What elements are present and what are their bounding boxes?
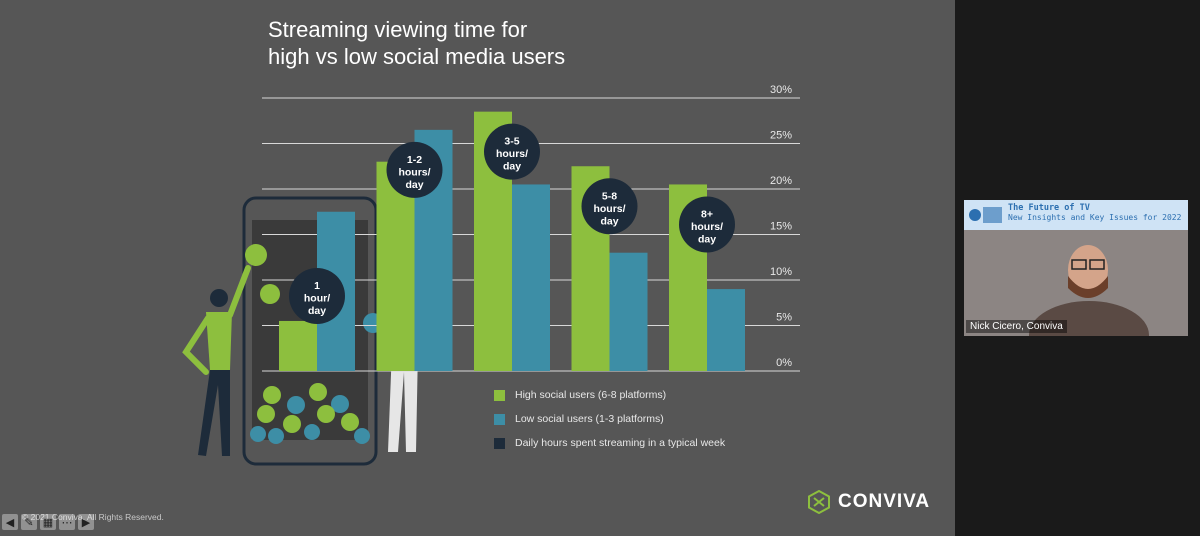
category-label: 1 bbox=[314, 280, 320, 292]
title-line-2: high vs low social media users bbox=[268, 44, 566, 69]
y-tick-label: 30% bbox=[770, 84, 792, 96]
legend-item-daily: Daily hours spent streaming in a typical… bbox=[494, 434, 725, 452]
event-logo-icon bbox=[969, 207, 1002, 223]
legend-item-low: Low social users (1-3 platforms) bbox=[494, 410, 725, 428]
category-badge bbox=[581, 178, 638, 235]
legend-item-high: High social users (6-8 platforms) bbox=[494, 386, 725, 404]
grid-icon[interactable]: ▦ bbox=[40, 514, 56, 530]
heart-bubble-icon bbox=[309, 383, 327, 401]
title-line-1: Streaming viewing time for bbox=[268, 17, 528, 42]
legend-label-low: Low social users (1-3 platforms) bbox=[515, 413, 664, 425]
legend-swatch-daily bbox=[494, 437, 505, 449]
bell-bubble-icon bbox=[304, 424, 320, 440]
man-lower-arm bbox=[182, 315, 211, 375]
conviva-logo: CONVIVA bbox=[808, 490, 930, 514]
bell-bubble-icon bbox=[268, 428, 284, 444]
back-arrow-icon[interactable]: ◀ bbox=[2, 514, 18, 530]
category-badge bbox=[484, 123, 540, 180]
slide-title: Streaming viewing time for high vs low s… bbox=[268, 16, 748, 70]
category-label: day bbox=[308, 305, 326, 317]
hashtag-bubble-icon bbox=[341, 413, 359, 431]
woman-pants bbox=[388, 348, 418, 452]
webcam-banner-subtitle: New Insights and Key Issues for 2022 bbox=[1008, 213, 1182, 222]
category-label: 8+ bbox=[701, 208, 713, 220]
y-tick-label: 20% bbox=[770, 175, 792, 187]
like-bubble-icon bbox=[250, 426, 266, 442]
category-label: day bbox=[405, 179, 423, 191]
legend-label-high: High social users (6-8 platforms) bbox=[515, 389, 667, 401]
legend-swatch-high bbox=[494, 389, 505, 401]
legend-swatch-low bbox=[494, 413, 505, 425]
conviva-logo-icon bbox=[808, 490, 830, 514]
y-tick-label: 5% bbox=[776, 312, 792, 324]
category-label: 3-5 bbox=[504, 136, 519, 148]
copyright-text: © 2021 Conviva. All Rights Reserved. bbox=[22, 512, 164, 522]
y-tick-label: 10% bbox=[770, 266, 792, 278]
man-raised-arm bbox=[227, 265, 251, 318]
speaker-webcam: The Future of TV New Insights and Key Is… bbox=[964, 200, 1188, 336]
webcam-banner: The Future of TV New Insights and Key Is… bbox=[964, 200, 1188, 230]
forward-arrow-icon[interactable]: ▶ bbox=[78, 514, 94, 530]
webcam-banner-title: The Future of TV bbox=[1008, 203, 1090, 213]
category-label: 1-2 bbox=[407, 154, 422, 166]
man-jacket bbox=[206, 312, 232, 370]
y-tick-label: 15% bbox=[770, 221, 792, 233]
speaker-name: Nick Cicero, Conviva bbox=[966, 320, 1067, 333]
heart-bubble-icon bbox=[317, 405, 335, 423]
bar-high-0 bbox=[279, 320, 317, 371]
category-label: hour/ bbox=[304, 292, 330, 304]
chart-category-labels: 1hour/day1-2hours/day3-5hours/day5-8hour… bbox=[289, 123, 735, 324]
category-badge bbox=[386, 141, 443, 198]
conviva-logo-text: CONVIVA bbox=[838, 491, 931, 512]
bar-low-3 bbox=[609, 252, 648, 371]
chart-legend: High social users (6-8 platforms) Low so… bbox=[494, 386, 725, 458]
category-badge bbox=[679, 196, 735, 253]
thumbs-up-bubble-icon bbox=[260, 284, 280, 304]
more-icon[interactable]: ⋯ bbox=[59, 514, 75, 530]
like-bubble-icon bbox=[287, 396, 305, 414]
heart-bubble-icon bbox=[283, 415, 301, 433]
category-label: hours/ bbox=[691, 221, 723, 233]
chart-y-axis: 0% 5% 10% 15% 20% 25% 30% bbox=[770, 84, 792, 369]
heart-bubble-icon bbox=[257, 405, 275, 423]
category-label: hours/ bbox=[398, 166, 430, 178]
man-legs bbox=[198, 370, 230, 456]
bar-low-4 bbox=[707, 289, 745, 371]
category-label: hours/ bbox=[496, 148, 528, 160]
man-head bbox=[210, 289, 228, 307]
y-tick-label: 25% bbox=[770, 130, 792, 142]
pen-icon[interactable]: ✎ bbox=[21, 514, 37, 530]
hashtag-bubble-icon bbox=[263, 386, 281, 404]
category-label: 5-8 bbox=[602, 190, 617, 202]
bar-low-2 bbox=[512, 184, 550, 371]
legend-label-daily: Daily hours spent streaming in a typical… bbox=[515, 437, 726, 449]
bar-chart: 0%5%10%15%20%25%30% 1hour/day1-2hours/da… bbox=[182, 84, 800, 466]
category-label: hours/ bbox=[593, 203, 625, 215]
thumbs-up-bubble-icon bbox=[331, 395, 349, 413]
category-label: day bbox=[503, 161, 521, 173]
like-bubble-icon bbox=[354, 428, 370, 444]
speaker-video bbox=[964, 230, 1188, 336]
category-label: day bbox=[698, 233, 716, 245]
presentation-slide: Streaming viewing time for high vs low s… bbox=[0, 0, 955, 536]
y-tick-label: 0% bbox=[776, 357, 792, 369]
heart-bubble-icon bbox=[245, 244, 267, 266]
slideshow-toolbar: ◀ ✎ ▦ ⋯ ▶ bbox=[2, 514, 94, 530]
category-badge bbox=[289, 267, 345, 324]
category-label: day bbox=[600, 215, 618, 227]
